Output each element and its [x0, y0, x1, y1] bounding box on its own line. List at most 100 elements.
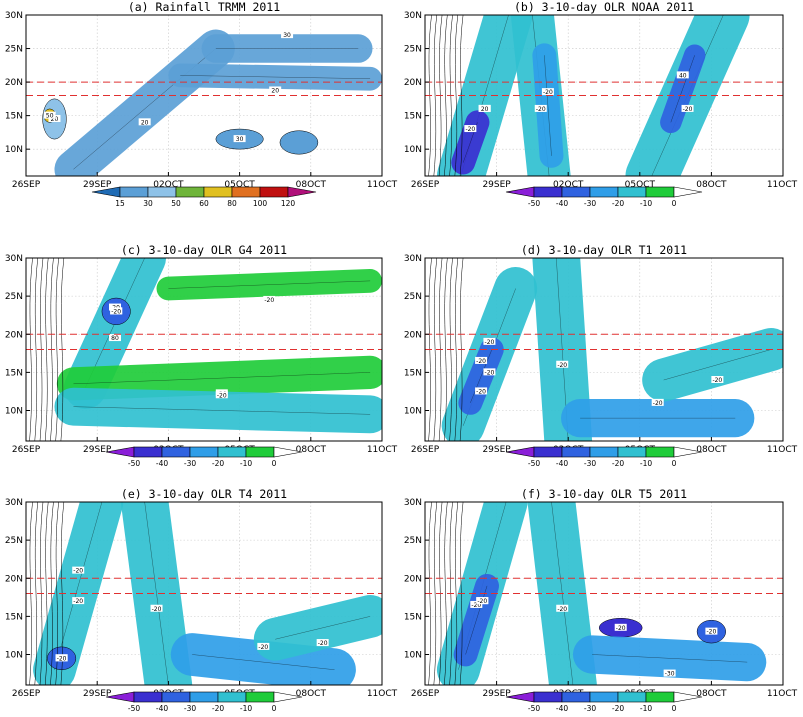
x-tick-d-1: 29SEP	[482, 445, 511, 455]
colorbar-label-d-5: 0	[672, 459, 677, 468]
black-contours-e	[29, 502, 65, 685]
colorbar-swatch-a-7	[287, 186, 317, 198]
contour-label-a-5: 30	[236, 136, 244, 143]
contour-label-e-3: -20	[258, 644, 268, 651]
frame-c	[25, 257, 383, 442]
feature-contour-b-5	[670, 55, 695, 123]
black-contours-d	[428, 258, 464, 441]
y-tick-d-3: 25N	[404, 292, 422, 302]
contour-label-e-6: -20	[57, 655, 67, 662]
y-tick-b-4: 30N	[404, 11, 422, 21]
colorbar-a: 15 30 50 60 80 100 120	[91, 186, 317, 208]
y-tick-c-2: 20N	[5, 330, 23, 340]
feature-contour-c-4	[168, 280, 371, 289]
panel-title-b: (b) 3-10-day OLR NOAA 2011	[514, 0, 694, 14]
colorbar-label-b-2: -30	[584, 199, 596, 208]
colorbar-label-d-1: -40	[556, 459, 568, 468]
y-tick-d-1: 15N	[404, 368, 422, 378]
y-tick-b-0: 10N	[404, 145, 422, 155]
colorbar-label-e-5: 0	[272, 704, 277, 713]
x-tick-b-4: 08OCT	[696, 180, 727, 190]
colorbar-label-c-3: -20	[212, 459, 224, 468]
colorbar-swatch-f-1	[533, 691, 563, 703]
colorbar-swatch-b-4	[617, 186, 647, 198]
contour-label-a-0: 20	[141, 119, 149, 126]
contour-label-a-3: 20	[51, 116, 59, 123]
y-tick-f-3: 25N	[404, 536, 422, 546]
contour-label-b-5: 40	[679, 72, 687, 79]
y-tick-a-4: 30N	[5, 11, 23, 21]
colorbar-f: -50 -40 -30 -20 -10 0	[505, 691, 703, 713]
panel-title-c: (c) 3-10-day OLR G4 2011	[121, 243, 287, 257]
frame-b	[424, 14, 784, 177]
x-tick-a-1: 29SEP	[83, 180, 112, 190]
colorbar-label-e-4: -10	[240, 704, 252, 713]
colorbar-swatch-c-3	[189, 446, 219, 458]
contour-label-a-1: 30	[283, 32, 291, 39]
colorbar-swatch-f-4	[617, 691, 647, 703]
y-tick-f-2: 20N	[404, 574, 422, 584]
colorbar-label-f-1: -40	[556, 704, 568, 713]
colorbar-label-d-0: -50	[528, 459, 540, 468]
colorbar-label-a-0: 15	[115, 199, 125, 208]
colorbar-e: -50 -40 -30 -20 -10 0	[105, 691, 303, 713]
colorbar-swatch-e-4	[217, 691, 247, 703]
x-tick-b-0: 26SEP	[411, 180, 440, 190]
colorbar-swatch-d-3	[589, 446, 619, 458]
contour-label-b-4: -20	[683, 106, 693, 113]
feature-contour-c-3	[73, 406, 371, 415]
colorbar-label-f-0: -50	[528, 704, 540, 713]
x-tick-d-5: 11OCT	[767, 445, 798, 455]
x-tick-a-5: 11OCT	[367, 180, 398, 190]
colorbar-label-d-4: -10	[640, 459, 652, 468]
colorbar-label-c-0: -50	[128, 459, 140, 468]
feature-contour-e-4	[275, 616, 371, 640]
feature-blob-a-6	[279, 130, 319, 155]
y-tick-c-4: 30N	[5, 254, 23, 264]
contour-label-f-1: -20	[471, 602, 481, 609]
x-tick-c-1: 29SEP	[83, 445, 112, 455]
colorbar-label-a-6: 120	[281, 199, 296, 208]
contour-label-c-0: 80	[111, 335, 119, 342]
contour-label-f-4: -30	[665, 671, 675, 678]
colorbar-label-c-4: -10	[240, 459, 252, 468]
contour-label-f-3: -20	[616, 625, 626, 632]
y-tick-c-0: 10N	[5, 407, 23, 417]
colorbar-swatch-b-5	[645, 186, 675, 198]
feature-contour-e-3	[192, 654, 335, 670]
contour-label-d-2: -20	[557, 362, 567, 369]
panel-e: -20-20-20-20-20-20-2026SEP29SEP02OCT05OC…	[5, 487, 398, 713]
colorbar-label-f-2: -30	[584, 704, 596, 713]
contour-label-b-6: 20	[481, 106, 489, 113]
y-tick-b-3: 25N	[404, 45, 422, 55]
x-tick-a-3: 05OCT	[224, 180, 255, 190]
feature-contour-a-2	[180, 75, 371, 79]
colorbar-label-b-1: -40	[556, 199, 568, 208]
colorbar-b: -50 -40 -30 -20 -10 0	[505, 186, 703, 208]
colorbar-swatch-a-2	[147, 186, 177, 198]
colorbar-label-f-5: 0	[672, 704, 677, 713]
colorbar-swatch-c-2	[161, 446, 191, 458]
colorbar-label-d-3: -20	[612, 459, 624, 468]
colorbar-swatch-d-4	[617, 446, 647, 458]
x-tick-b-2: 02OCT	[553, 180, 584, 190]
contour-label-f-6: -20	[477, 598, 487, 605]
colorbar-swatch-b-2	[561, 186, 591, 198]
feature-contour-d-1	[470, 349, 493, 403]
panel-title-e: (e) 3-10-day OLR T4 2011	[121, 487, 287, 501]
y-tick-d-2: 20N	[404, 330, 422, 340]
contour-label-d-6: -20	[476, 388, 486, 395]
x-tick-d-0: 26SEP	[411, 445, 440, 455]
colorbar-swatch-e-2	[161, 691, 191, 703]
colorbar-swatch-f-5	[645, 691, 675, 703]
contour-label-d-4: -20	[712, 377, 722, 384]
contour-label-d-3: -20	[653, 400, 663, 407]
y-tick-a-1: 15N	[5, 112, 23, 122]
colorbar-swatch-a-3	[175, 186, 205, 198]
x-tick-e-4: 08OCT	[296, 689, 327, 699]
contour-label-a-2: 20	[271, 87, 279, 94]
y-tick-c-1: 15N	[5, 368, 23, 378]
y-tick-f-4: 30N	[404, 498, 422, 508]
colorbar-label-c-1: -40	[156, 459, 168, 468]
